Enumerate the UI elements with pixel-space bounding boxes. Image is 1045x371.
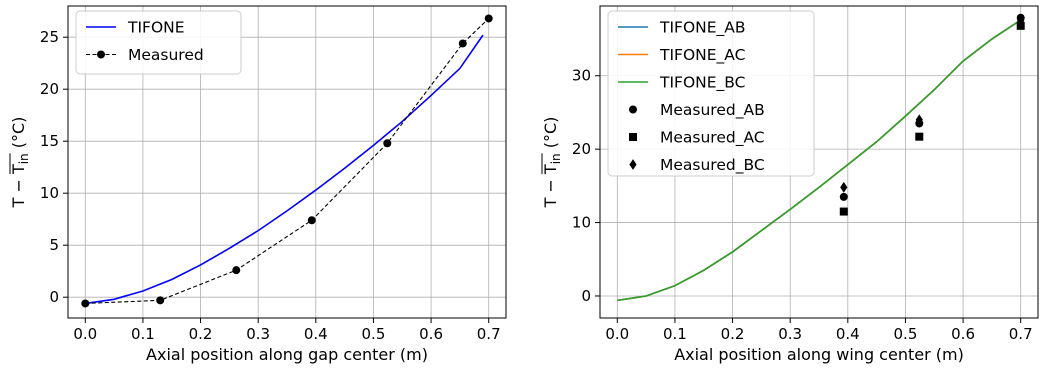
- legend-marker-measured_ab: [629, 105, 637, 114]
- y-tick-label: 30: [572, 67, 591, 85]
- y-tick-label: 15: [40, 132, 59, 150]
- legend-label-tifone_ab: TIFONE_AB: [659, 19, 746, 38]
- axes-frame: [599, 5, 1039, 319]
- legend-label-measured: Measured: [128, 46, 204, 64]
- x-tick-label: 0.0: [73, 325, 97, 343]
- data-point-measured_ac: [915, 132, 924, 141]
- series-line-tifone: [85, 34, 484, 305]
- legend-label-tifone_bc: TIFONE_BC: [659, 74, 745, 93]
- legend: TIFONE_AB TIFONE_AC TIFONE_BC Measured_AB Me…: [607, 10, 815, 177]
- x-tick-label: 0.2: [721, 325, 745, 343]
- left-chart-panel: 0.0 0.1 0.2 0.3 0.4 0.5 0.6 0.7 0 5 10 15 20 25 Axial …: [9, 5, 507, 364]
- data-point-measured: [458, 39, 467, 48]
- legend-marker-measured_ac: [629, 133, 637, 141]
- legend-label-tifone: TIFONE: [127, 19, 185, 37]
- data-point-measured: [383, 139, 392, 148]
- data-point-measured: [307, 216, 316, 225]
- x-tick-label: 0.3: [778, 325, 802, 343]
- data-point-measured: [81, 299, 90, 308]
- x-tick-label: 0.6: [951, 325, 975, 343]
- legend-box: [607, 10, 815, 177]
- y-tick-label: 20: [572, 140, 591, 158]
- x-tick-label: 0.0: [605, 325, 629, 343]
- data-point-measured_ac: [839, 207, 848, 216]
- right-chart-panel: 0.0 0.1 0.2 0.3 0.4 0.5 0.6 0.7 0 10 20 30 Axial pos…: [541, 5, 1039, 364]
- data-point-measured_bc: [840, 181, 848, 193]
- x-tick-label: 0.4: [304, 325, 328, 343]
- x-tick-label: 0.4: [836, 325, 860, 343]
- legend-label-measured_bc: Measured_BC: [660, 156, 765, 175]
- data-point-measured_bc: [915, 114, 923, 126]
- x-tick-label: 0.5: [362, 325, 386, 343]
- x-tick-label: 0.3: [246, 325, 270, 343]
- x-axis-label: Axial position along gap center (m): [146, 345, 428, 364]
- y-tick-label: 10: [572, 214, 591, 232]
- data-point-measured: [484, 14, 493, 23]
- x-tick-label: 0.2: [189, 325, 213, 343]
- legend-marker-measured_bc: [629, 159, 637, 170]
- x-axis-label: Axial position along wing center (m): [674, 345, 964, 364]
- legend-label-measured_ab: Measured_AB: [660, 101, 765, 120]
- x-tick-label: 0.1: [663, 325, 687, 343]
- data-point-measured: [156, 296, 165, 305]
- y-tick-label: 0: [49, 288, 59, 306]
- legend-label-tifone_ac: TIFONE_AC: [659, 46, 745, 65]
- y-axis-label: T − Tin (°C): [541, 117, 563, 209]
- x-tick-label: 0.7: [477, 325, 501, 343]
- y-tick-label: 25: [40, 28, 59, 46]
- plot-area: [81, 14, 493, 308]
- y-tick-label: 10: [40, 184, 59, 202]
- x-tick-label: 0.7: [1009, 325, 1033, 343]
- legend: TIFONE Measured: [75, 10, 242, 75]
- data-point-measured: [232, 266, 241, 275]
- data-point-measured_bc: [1017, 15, 1025, 27]
- data-point-measured_ab: [839, 192, 848, 201]
- legend-box: [75, 10, 242, 75]
- legend-marker-measured: [97, 50, 105, 59]
- x-tick-label: 0.6: [419, 325, 443, 343]
- y-tick-label: 20: [40, 80, 59, 98]
- y-tick-label: 5: [49, 236, 59, 254]
- x-tick-label: 0.1: [131, 325, 155, 343]
- plot-area: [617, 13, 1025, 302]
- series-line-tifone_bc: [617, 19, 1022, 302]
- axes-frame: [67, 5, 507, 319]
- legend-label-measured_ac: Measured_AC: [660, 129, 765, 148]
- x-tick-label: 0.5: [894, 325, 918, 343]
- y-tick-label: 0: [581, 287, 591, 305]
- y-axis-label: T − Tin (°C): [9, 117, 31, 209]
